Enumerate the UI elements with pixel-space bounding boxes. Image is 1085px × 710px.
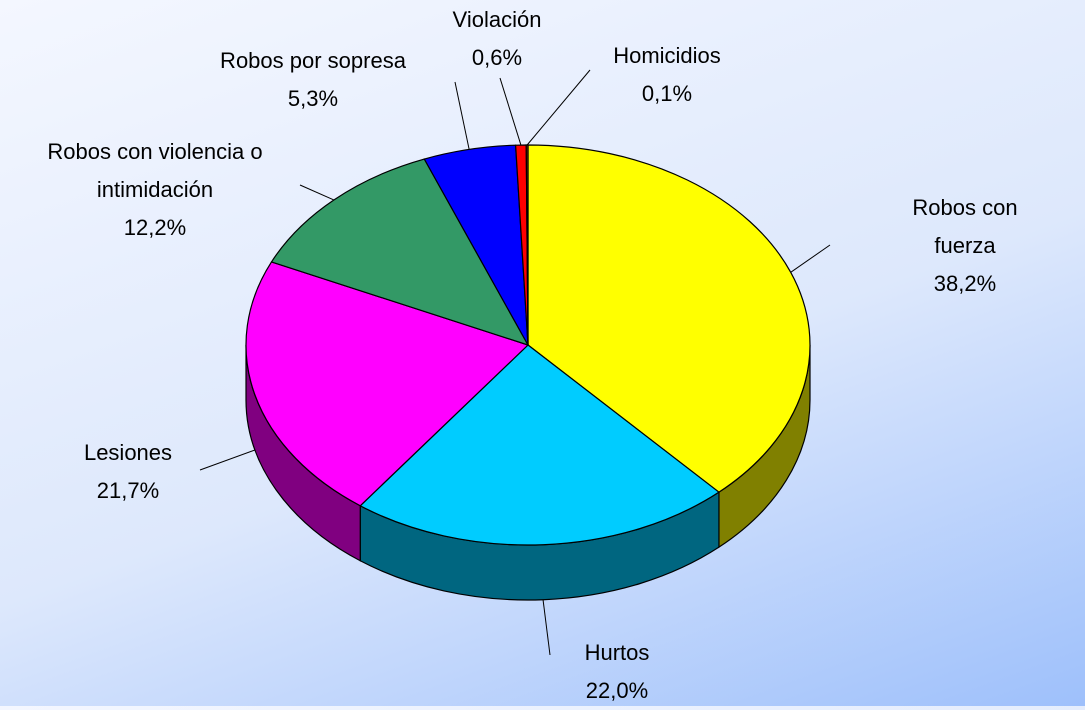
slice [270, 158, 530, 347]
value-label: 0,1% [641, 81, 693, 106]
data-label: Lesiones 21,7% [84, 434, 172, 510]
leader-line [454, 81, 470, 150]
category-label: Homicidios [613, 43, 721, 68]
data-label: Robos con violencia o intimidación 12,2% [5, 133, 305, 247]
slice [527, 144, 811, 493]
category-label: Violación [452, 7, 542, 32]
value-label: 21,7% [96, 478, 160, 503]
category-label: Hurtos [584, 640, 650, 665]
slice [359, 344, 720, 546]
data-label: Robos con fuerza 38,2% [905, 189, 1025, 303]
category-label: Robos con fuerza [912, 195, 1018, 258]
value-label: 22,0% [585, 678, 649, 703]
leader-line [199, 449, 256, 471]
value-label: 5,3% [287, 86, 339, 111]
data-label: Homicidios 0,1% [613, 37, 721, 113]
slice [245, 261, 530, 507]
leader-line [526, 69, 591, 146]
value-label: 0,6% [471, 45, 523, 70]
leader-line [499, 77, 522, 146]
category-label: Lesiones [83, 440, 173, 465]
value-label: 38,2% [933, 271, 997, 296]
data-label: Robos por sopresa 5,3% [220, 42, 406, 118]
value-label: 12,2% [123, 215, 187, 240]
category-label: Robos con violencia o intimidación [47, 139, 263, 202]
leader-line [790, 244, 831, 273]
data-label: Violación 0,6% [453, 1, 542, 77]
leader-line [542, 599, 551, 656]
category-label: Robos por sopresa [220, 48, 406, 73]
data-label: Hurtos 22,0% [585, 634, 650, 710]
leader-line [299, 184, 335, 201]
